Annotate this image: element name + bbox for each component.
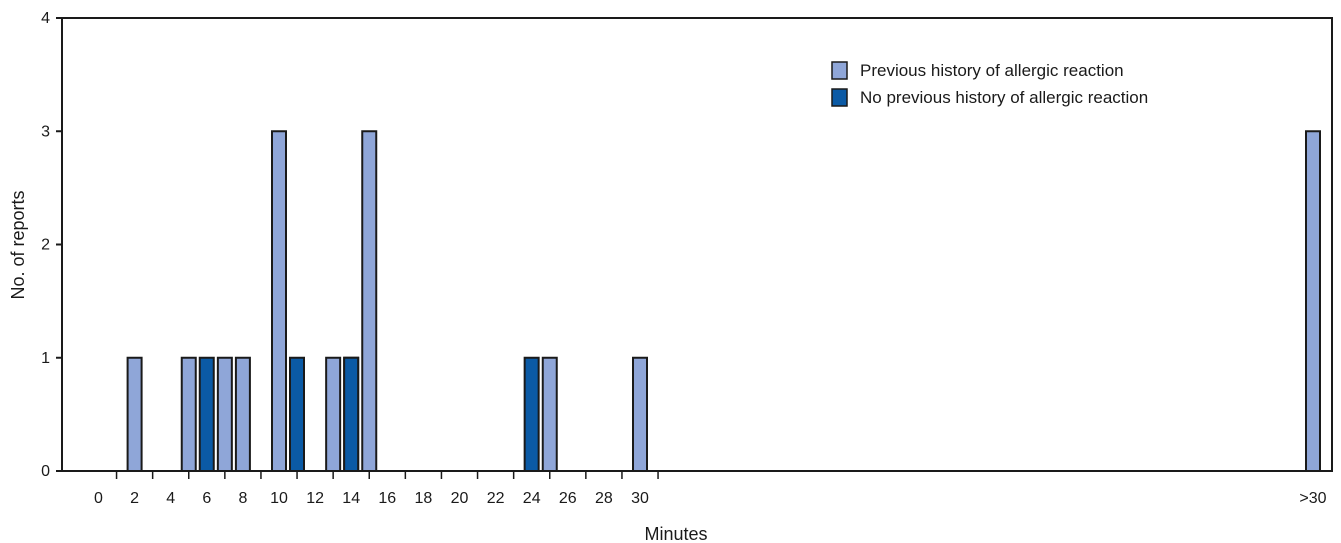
x-tick-label: 26 (559, 490, 577, 507)
bar-previous-history (271, 130, 287, 472)
x-tick-label: 2 (130, 490, 139, 507)
y-tick-label: 1 (41, 350, 50, 367)
x-tick-label: 22 (487, 490, 505, 507)
bar-previous-history (180, 356, 197, 472)
x-tick-label: 12 (306, 490, 324, 507)
bar-previous-history (632, 356, 648, 472)
bar-previous-history (541, 356, 558, 472)
y-axis-title: No. of reports (8, 190, 28, 299)
x-tick-label: 8 (238, 490, 247, 507)
y-tick-label: 3 (41, 123, 50, 140)
bar-previous-history (126, 356, 143, 472)
y-tick-label: 4 (41, 10, 50, 27)
x-tick-label: 0 (94, 490, 103, 507)
bars (126, 130, 1321, 472)
legend-label: No previous history of allergic reaction (860, 88, 1148, 107)
bar-previous-history (216, 356, 233, 472)
x-tick-labels: 0 2 4 6 8 10 12 14 16 18 20 22 24 26 28 30 >30 (94, 490, 1327, 507)
x-tick-label: 10 (270, 490, 288, 507)
bar-previous-history (325, 356, 342, 472)
plot-frame (61, 17, 1333, 472)
x-tick-label: >30 (1299, 490, 1326, 507)
y-tick-label: 2 (41, 237, 50, 254)
legend: Previous history of allergic reaction No … (831, 61, 1148, 107)
bar-no-previous-history (343, 356, 360, 472)
bar-previous-history (1305, 130, 1321, 472)
bar-previous-history (234, 356, 251, 472)
x-tick-label: 18 (415, 490, 433, 507)
bar-no-previous-history (198, 356, 215, 472)
x-tick-label: 20 (451, 490, 469, 507)
x-tick-label: 28 (595, 490, 613, 507)
legend-swatch (831, 61, 848, 80)
x-tick-label: 30 (631, 490, 649, 507)
bar-no-previous-history (523, 356, 540, 472)
y-tick-labels: 0 1 2 3 4 (41, 10, 50, 480)
x-axis-title: Minutes (644, 524, 707, 543)
legend-label: Previous history of allergic reaction (860, 61, 1124, 80)
legend-swatch (831, 88, 848, 107)
bar-previous-history (361, 130, 378, 472)
y-tick-label: 0 (41, 463, 50, 480)
x-tick-label: 16 (378, 490, 396, 507)
x-tick-label: 6 (202, 490, 211, 507)
x-tick-label: 4 (166, 490, 175, 507)
x-tick-label: 14 (342, 490, 360, 507)
axis-ticks (56, 17, 659, 479)
bar-no-previous-history (289, 356, 305, 472)
x-tick-label: 24 (523, 490, 541, 507)
